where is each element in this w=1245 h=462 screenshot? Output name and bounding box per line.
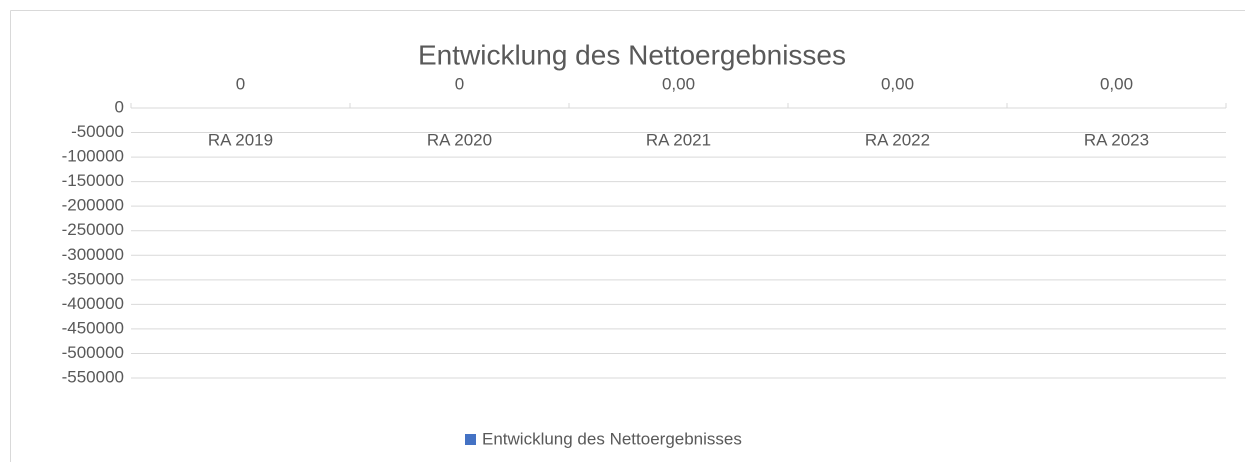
chart-title: Entwicklung des Nettoergebnisses [418,39,846,70]
y-tick-label: -50000 [71,122,124,141]
value-label: 0,00 [881,74,914,93]
legend-label: Entwicklung des Nettoergebnisses [482,429,742,448]
value-label: 0,00 [1100,74,1133,93]
y-tick-label: -350000 [62,269,124,288]
y-tick-label: -150000 [62,171,124,190]
y-tick-label: 0 [115,97,124,116]
value-label: 0 [236,74,245,93]
x-tick-label: RA 2022 [865,130,930,149]
x-tick-label: RA 2021 [646,130,711,149]
y-tick-label: -450000 [62,318,124,337]
y-tick-label: -200000 [62,196,124,215]
y-tick-label: -100000 [62,147,124,166]
y-tick-label: -500000 [62,343,124,362]
y-tick-label: -250000 [62,220,124,239]
y-tick-label: -300000 [62,245,124,264]
y-tick-label: -550000 [62,367,124,386]
x-tick-label: RA 2019 [208,130,273,149]
x-tick-label: RA 2020 [427,130,492,149]
legend-swatch [465,434,476,445]
value-label: 0,00 [662,74,695,93]
value-label: 0 [455,74,464,93]
y-tick-label: -400000 [62,294,124,313]
x-tick-label: RA 2023 [1084,130,1149,149]
